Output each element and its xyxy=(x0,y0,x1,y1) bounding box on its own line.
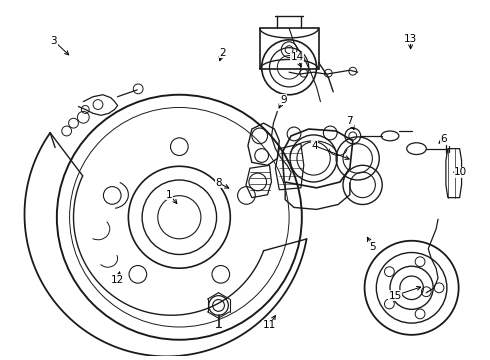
Text: 8: 8 xyxy=(215,178,222,188)
Text: 1: 1 xyxy=(166,190,173,200)
Text: 3: 3 xyxy=(50,36,57,46)
Text: 5: 5 xyxy=(369,242,376,252)
Text: 11: 11 xyxy=(263,320,276,330)
Text: 10: 10 xyxy=(454,167,467,177)
Text: 13: 13 xyxy=(404,34,417,44)
Text: 4: 4 xyxy=(311,141,318,151)
Text: 15: 15 xyxy=(388,291,402,301)
Text: 12: 12 xyxy=(111,275,124,285)
Text: 7: 7 xyxy=(346,116,353,126)
Text: 2: 2 xyxy=(219,48,226,58)
Bar xyxy=(260,28,318,69)
Text: 14: 14 xyxy=(290,53,304,63)
Text: 9: 9 xyxy=(280,95,287,105)
Text: 6: 6 xyxy=(441,134,447,144)
